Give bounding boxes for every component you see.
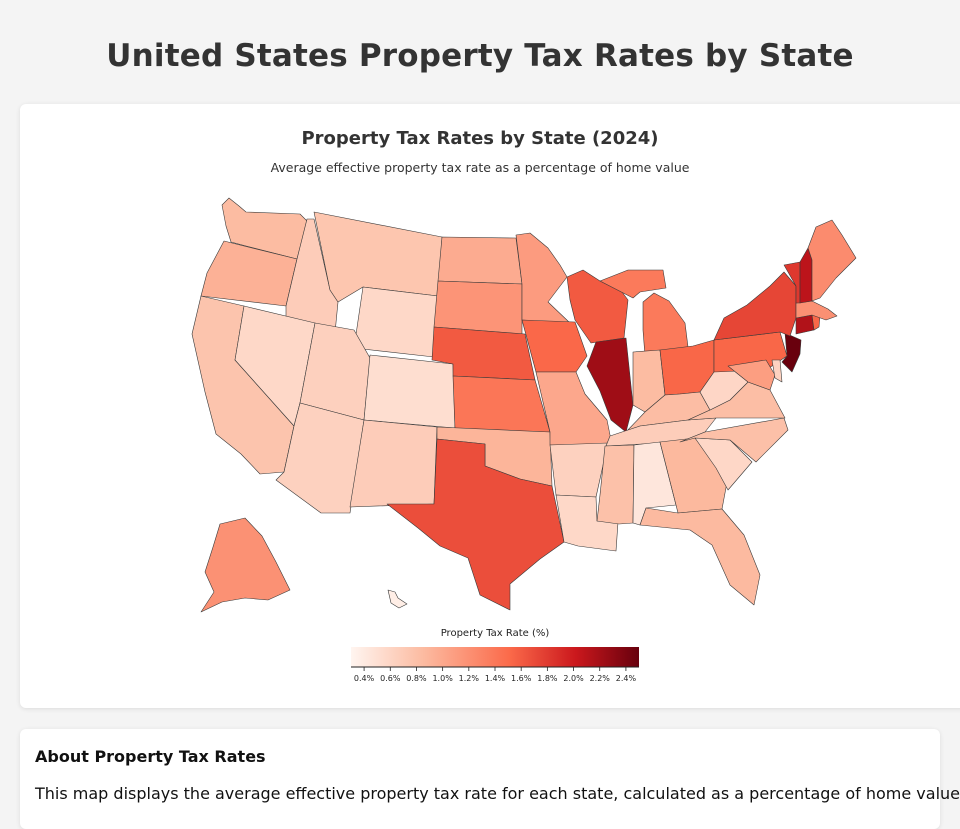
state-new-hampshire[interactable] (799, 247, 813, 304)
legend-tick-label: 2.2% (590, 674, 611, 683)
map-card: Property Tax Rates by State (2024) Avera… (20, 104, 960, 708)
state-new-mexico[interactable] (349, 419, 438, 508)
state-illinois[interactable] (586, 337, 634, 433)
legend-tick-label: 0.8% (406, 674, 427, 683)
state-wisconsin[interactable] (566, 269, 629, 344)
choropleth-map: Property Tax Rate (%) 0.4% 0.6% 0.8% 1.0% 1.… (191, 197, 857, 683)
state-north-dakota[interactable] (437, 236, 523, 285)
map-subtitle: Average effective property tax rate as a… (270, 160, 690, 175)
state-texas[interactable] (386, 438, 565, 611)
legend-tick-label: 1.6% (511, 674, 532, 683)
about-text: This map displays the average effective … (35, 784, 960, 803)
state-kansas[interactable] (452, 375, 551, 433)
legend-color-ramp (351, 647, 639, 667)
state-north-carolina[interactable] (679, 417, 789, 463)
legend-tick-label: 1.2% (459, 674, 480, 683)
state-maryland[interactable] (727, 359, 776, 391)
legend: Property Tax Rate (%) 0.4% 0.6% 0.8% 1.0% 1.… (351, 628, 639, 683)
state-colorado[interactable] (363, 354, 456, 429)
state-delaware[interactable] (771, 359, 783, 383)
state-maine[interactable] (807, 219, 857, 302)
state-new-york[interactable] (713, 271, 797, 341)
state-minnesota[interactable] (515, 232, 571, 324)
legend-tick-label: 1.4% (485, 674, 506, 683)
legend-ticks: 0.4% 0.6% 0.8% 1.0% 1.2% 1.4% 1.6% 1.8% 2.0% 2.2%… (354, 667, 637, 683)
state-connecticut[interactable] (795, 314, 815, 335)
state-oregon[interactable] (200, 240, 298, 307)
state-massachusetts[interactable] (795, 300, 838, 321)
legend-tick-label: 2.0% (563, 674, 584, 683)
state-florida[interactable] (639, 507, 761, 606)
legend-tick-label: 2.4% (616, 674, 637, 683)
state-hawaii[interactable] (387, 589, 408, 609)
legend-tick-label: 1.8% (537, 674, 558, 683)
state-south-dakota[interactable] (433, 280, 523, 335)
legend-title: Property Tax Rate (%) (441, 628, 550, 639)
state-arkansas[interactable] (549, 442, 609, 498)
state-louisiana[interactable] (555, 494, 619, 552)
legend-tick-label: 1.0% (432, 674, 453, 683)
state-new-jersey[interactable] (781, 332, 802, 373)
state-layer (191, 197, 857, 613)
page-title: United States Property Tax Rates by Stat… (106, 38, 854, 74)
state-iowa[interactable] (521, 319, 588, 373)
state-wyoming[interactable] (353, 286, 439, 358)
state-vermont[interactable] (783, 261, 801, 304)
legend-tick-label: 0.6% (380, 674, 401, 683)
about-card: About Property Tax Rates This map displa… (20, 729, 960, 829)
state-missouri[interactable] (535, 371, 613, 446)
state-alaska[interactable] (200, 517, 291, 613)
about-title: About Property Tax Rates (35, 747, 266, 766)
legend-tick-label: 0.4% (354, 674, 375, 683)
map-title: Property Tax Rates by State (2024) (301, 128, 659, 149)
